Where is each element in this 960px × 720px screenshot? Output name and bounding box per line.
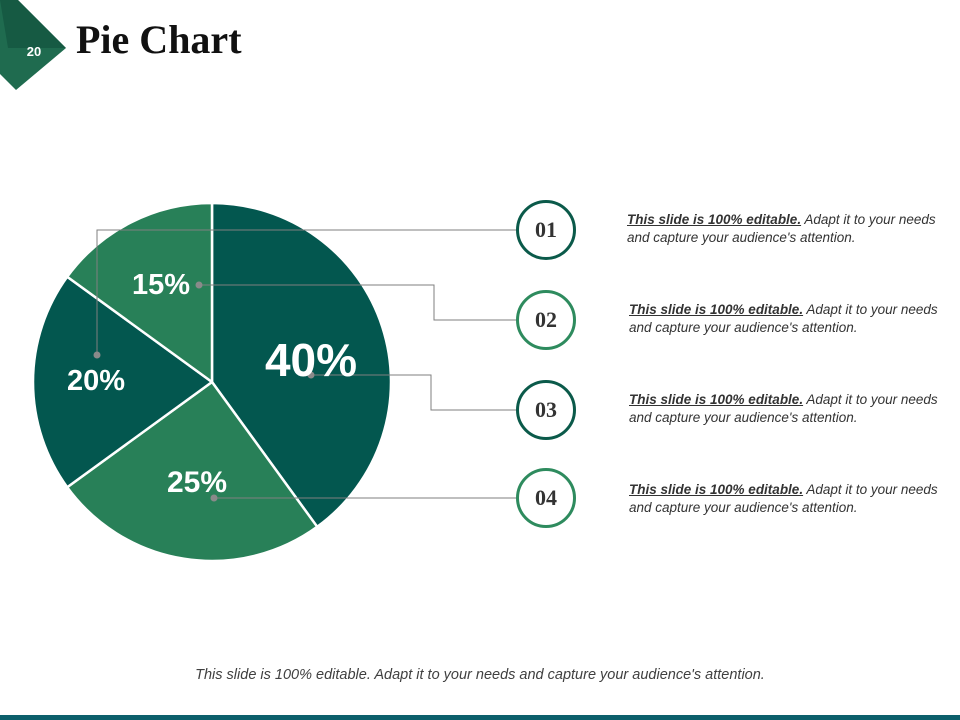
item-lead: This slide is 100% editable.: [629, 392, 804, 407]
step-circle-03: 03: [516, 380, 576, 440]
item-text: Adapt it to your needs and capture your …: [627, 212, 936, 245]
footer-note: This slide is 100% editable. Adapt it to…: [195, 667, 765, 683]
slice-label-25: 25%: [167, 466, 227, 499]
slide-number-badge: [0, 0, 66, 90]
step-circle-01: 01: [516, 200, 576, 260]
item-description-02: This slide is 100% editable. Adapt it to…: [629, 301, 939, 337]
item-description-03: This slide is 100% editable. Adapt it to…: [629, 391, 939, 427]
item-text: Adapt it to your needs and capture your …: [629, 482, 938, 515]
connector-line-01: [96, 229, 516, 355]
connector-dot: [210, 494, 218, 502]
pie-slice-15: [65, 201, 214, 384]
connector-dot: [93, 351, 101, 359]
item-lead: This slide is 100% editable.: [629, 302, 804, 317]
step-circle-02: 02: [516, 290, 576, 350]
connector-line-03: [311, 374, 516, 411]
slide-number: 20: [26, 44, 42, 59]
slice-label-40: 40%: [265, 334, 357, 386]
connector-line-02: [199, 284, 516, 321]
pie-slice-20: [31, 275, 214, 489]
item-text: Adapt it to your needs and capture your …: [629, 302, 938, 335]
item-description-04: This slide is 100% editable. Adapt it to…: [629, 481, 939, 517]
bottom-rule: [0, 715, 960, 720]
slice-label-20: 20%: [67, 365, 125, 397]
slice-label-15: 15%: [132, 269, 190, 301]
item-text: Adapt it to your needs and capture your …: [629, 392, 938, 425]
connector-dot: [195, 281, 203, 289]
item-lead: This slide is 100% editable.: [629, 482, 804, 497]
item-description-01: This slide is 100% editable. Adapt it to…: [627, 211, 937, 247]
pie-slice-25: [65, 380, 319, 563]
step-circle-04: 04: [516, 468, 576, 528]
pie-slice-40: [210, 201, 393, 529]
page-title: Pie Chart: [76, 17, 242, 62]
item-lead: This slide is 100% editable.: [627, 212, 802, 227]
connector-dot: [307, 371, 315, 379]
